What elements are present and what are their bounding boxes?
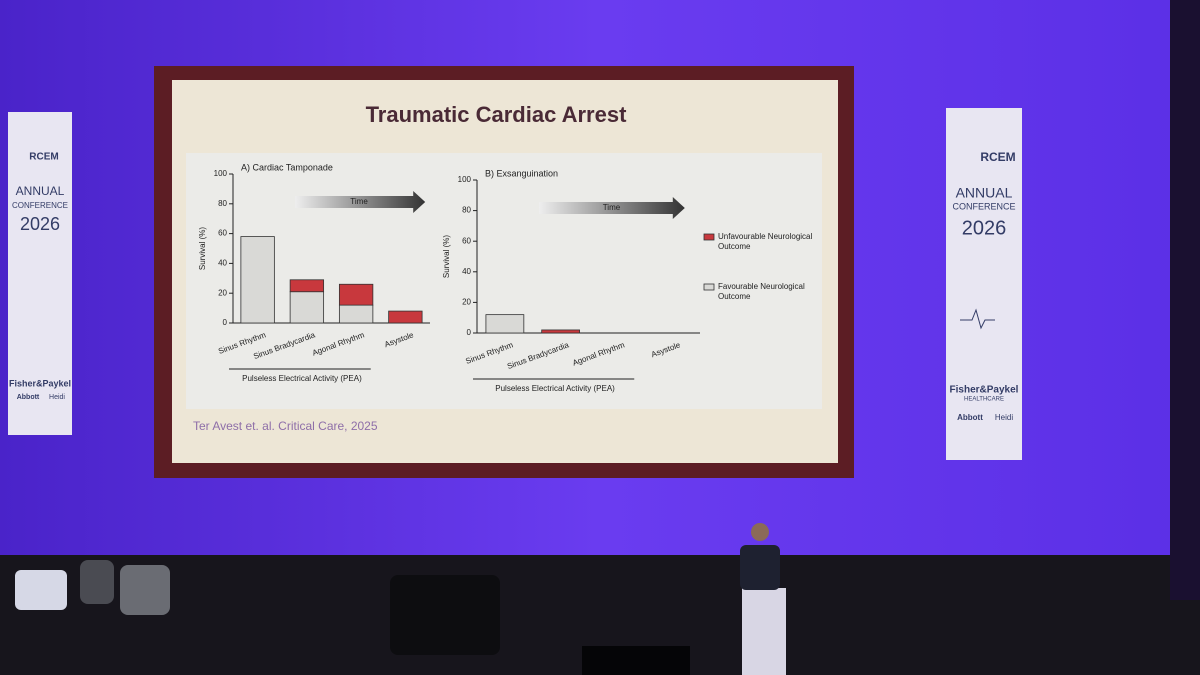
y-tick-label: 40 — [218, 259, 227, 268]
y-tick-label: 60 — [218, 229, 227, 238]
banner-year: 2026 — [20, 214, 60, 234]
y-tick-label: 60 — [462, 236, 471, 245]
group-label: Pulseless Electrical Activity (PEA) — [495, 384, 615, 393]
y-tick-label: 100 — [214, 169, 228, 178]
annotation: Time — [350, 197, 368, 206]
bar-segment — [541, 329, 580, 334]
legend-label: Favourable Neurological Outcome — [718, 282, 805, 301]
banner-line: ANNUAL — [16, 184, 65, 198]
y-tick-label: 100 — [458, 175, 472, 184]
y-tick-label: 0 — [467, 328, 472, 337]
banner-sponsor: Abbott — [957, 413, 983, 422]
slide-title: Traumatic Cardiac Arrest — [366, 102, 628, 127]
time-arrow — [539, 197, 685, 219]
y-tick-label: 80 — [218, 199, 227, 208]
wall — [1170, 0, 1200, 600]
banner-sponsor: Abbott — [17, 394, 40, 401]
legend-swatch — [703, 233, 715, 241]
bar-segment — [338, 283, 374, 306]
banner-org: RCEM — [980, 150, 1015, 164]
banner-line: ANNUAL — [956, 185, 1013, 201]
y-tick-label: 20 — [218, 288, 227, 297]
banner-bg — [946, 108, 1022, 460]
banner-year: 2026 — [962, 217, 1007, 239]
banner-sponsor: HEALTHCARE — [964, 397, 1004, 403]
lectern — [742, 588, 786, 675]
pulse-icon — [960, 308, 995, 330]
y-tick-label: 40 — [462, 267, 471, 276]
y-axis-label: Survival (%) — [442, 235, 451, 278]
y-tick-label: 20 — [462, 298, 471, 307]
y-tick-label: 0 — [223, 318, 228, 327]
citation: Ter Avest et. al. Critical Care, 2025 — [193, 419, 378, 433]
y-tick-label: 80 — [462, 206, 471, 215]
speaker — [740, 545, 780, 590]
banner-bg — [8, 112, 72, 435]
equipment-cover — [390, 575, 500, 655]
monitor — [582, 646, 690, 675]
banner-org: RCEM — [29, 152, 58, 163]
banner-line: CONFERENCE — [952, 201, 1015, 211]
legend-swatch — [703, 283, 715, 291]
banner-sponsor: Fisher&Paykel — [950, 385, 1019, 396]
banner-sponsor: Fisher&Paykel — [9, 378, 71, 388]
banner-right: RCEM ANNUAL CONFERENCE 2026 Fisher&Payke… — [946, 108, 1022, 460]
y-axis-label: Survival (%) — [198, 227, 207, 270]
panelist — [120, 565, 170, 615]
chart-title: B) Exsanguination — [485, 168, 558, 178]
bar-segment — [289, 291, 325, 324]
legend-label: Unfavourable Neurological Outcome — [718, 232, 813, 251]
chair — [15, 570, 67, 610]
banner-sponsor: Heidi — [49, 394, 65, 401]
annotation: Time — [603, 203, 621, 212]
figure-panel — [186, 153, 822, 409]
panelist — [80, 560, 114, 604]
group-label: Pulseless Electrical Activity (PEA) — [242, 374, 362, 383]
bar-segment — [240, 236, 275, 324]
bar-segment — [388, 310, 423, 324]
chart-title: A) Cardiac Tamponade — [241, 162, 333, 172]
banner-sponsor: Heidi — [995, 413, 1013, 422]
banner-left: RCEM ANNUAL CONFERENCE 2026 Fisher&Payke… — [8, 112, 72, 435]
bar-segment — [338, 304, 374, 324]
banner-line: CONFERENCE — [12, 201, 68, 210]
time-arrow — [295, 191, 426, 213]
speaker-head — [751, 523, 769, 541]
bar-segment — [289, 279, 325, 293]
bar-segment — [485, 314, 525, 334]
